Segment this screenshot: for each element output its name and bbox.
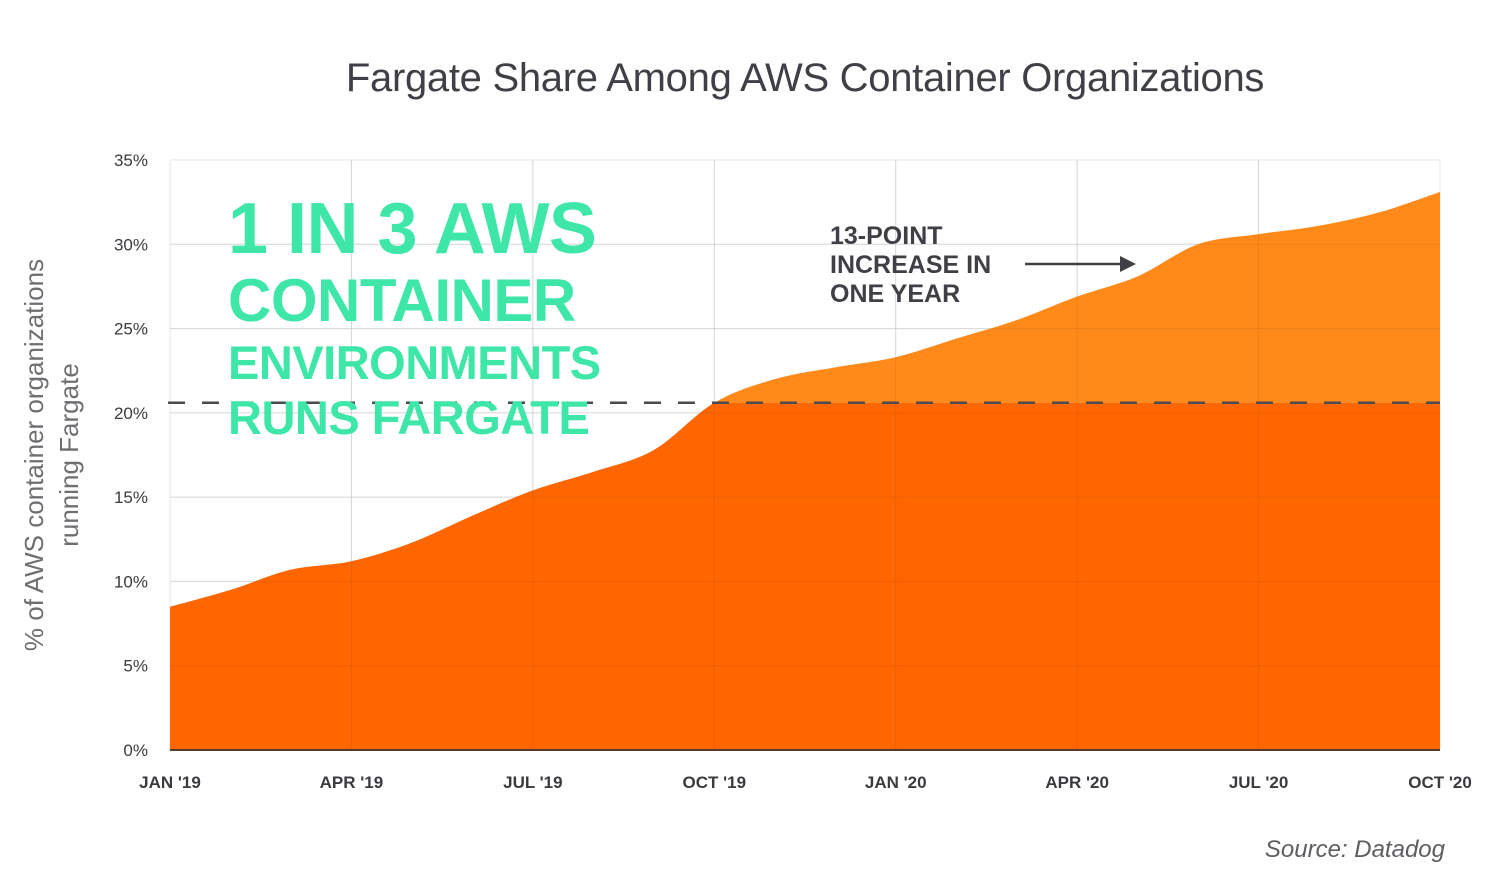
increase-annotation: 13-POINT INCREASE IN ONE YEAR [830, 222, 991, 309]
x-tick-label: JUL '20 [1229, 773, 1288, 792]
x-tick-label: JUL '19 [503, 773, 562, 792]
y-tick-label: 35% [114, 151, 148, 170]
y-tick-label: 25% [114, 320, 148, 339]
headline-callout: 1 IN 3 AWS CONTAINER ENVIRONMENTS RUNS F… [228, 193, 628, 441]
chart-areas [170, 192, 1440, 750]
y-axis-title-line2: running Fargate [54, 363, 84, 547]
callout-line-4: RUNS FARGATE [228, 391, 590, 444]
y-tick-label: 5% [123, 657, 148, 676]
callout-line-1: 1 IN 3 AWS [228, 189, 597, 269]
y-tick-label: 0% [123, 741, 148, 760]
baseline-area [170, 402, 1440, 750]
x-tick-label: JAN '19 [139, 773, 201, 792]
x-tick-label: APR '20 [1045, 773, 1109, 792]
x-tick-label: APR '19 [320, 773, 384, 792]
source-credit: Source: Datadog [1264, 836, 1445, 863]
y-tick-label: 15% [114, 488, 148, 507]
x-tick-label: OCT '20 [1408, 773, 1472, 792]
x-tick-label: JAN '20 [865, 773, 927, 792]
annotation-arrow [1025, 256, 1136, 272]
annotation-line-1: 13-POINT [830, 222, 943, 250]
x-tick-label: OCT '19 [683, 773, 747, 792]
annotation-line-2: INCREASE IN [830, 251, 992, 279]
y-axis-title-line1: % of AWS container organizations [19, 259, 49, 651]
y-tick-label: 20% [114, 404, 148, 423]
y-tick-label: 10% [114, 572, 148, 591]
increase-area [714, 192, 1440, 403]
chart-title: Fargate Share Among AWS Container Organi… [345, 56, 1265, 100]
x-axis-tick-labels: JAN '19 APR '19 JUL '19 OCT '19 JAN '20 APR '… [139, 773, 1472, 792]
callout-line-2: CONTAINER [228, 267, 576, 334]
y-axis-tick-labels: 0% 5% 10% 15% 20% 25% 30% 35% [114, 151, 148, 760]
arrow-right-icon [1120, 256, 1136, 272]
callout-line-3: ENVIRONMENTS [228, 336, 601, 389]
y-axis-title: % of AWS container organizations running… [19, 259, 84, 651]
y-tick-label: 30% [114, 235, 148, 254]
gridlines-overlay [170, 160, 1440, 750]
annotation-line-3: ONE YEAR [830, 280, 961, 308]
